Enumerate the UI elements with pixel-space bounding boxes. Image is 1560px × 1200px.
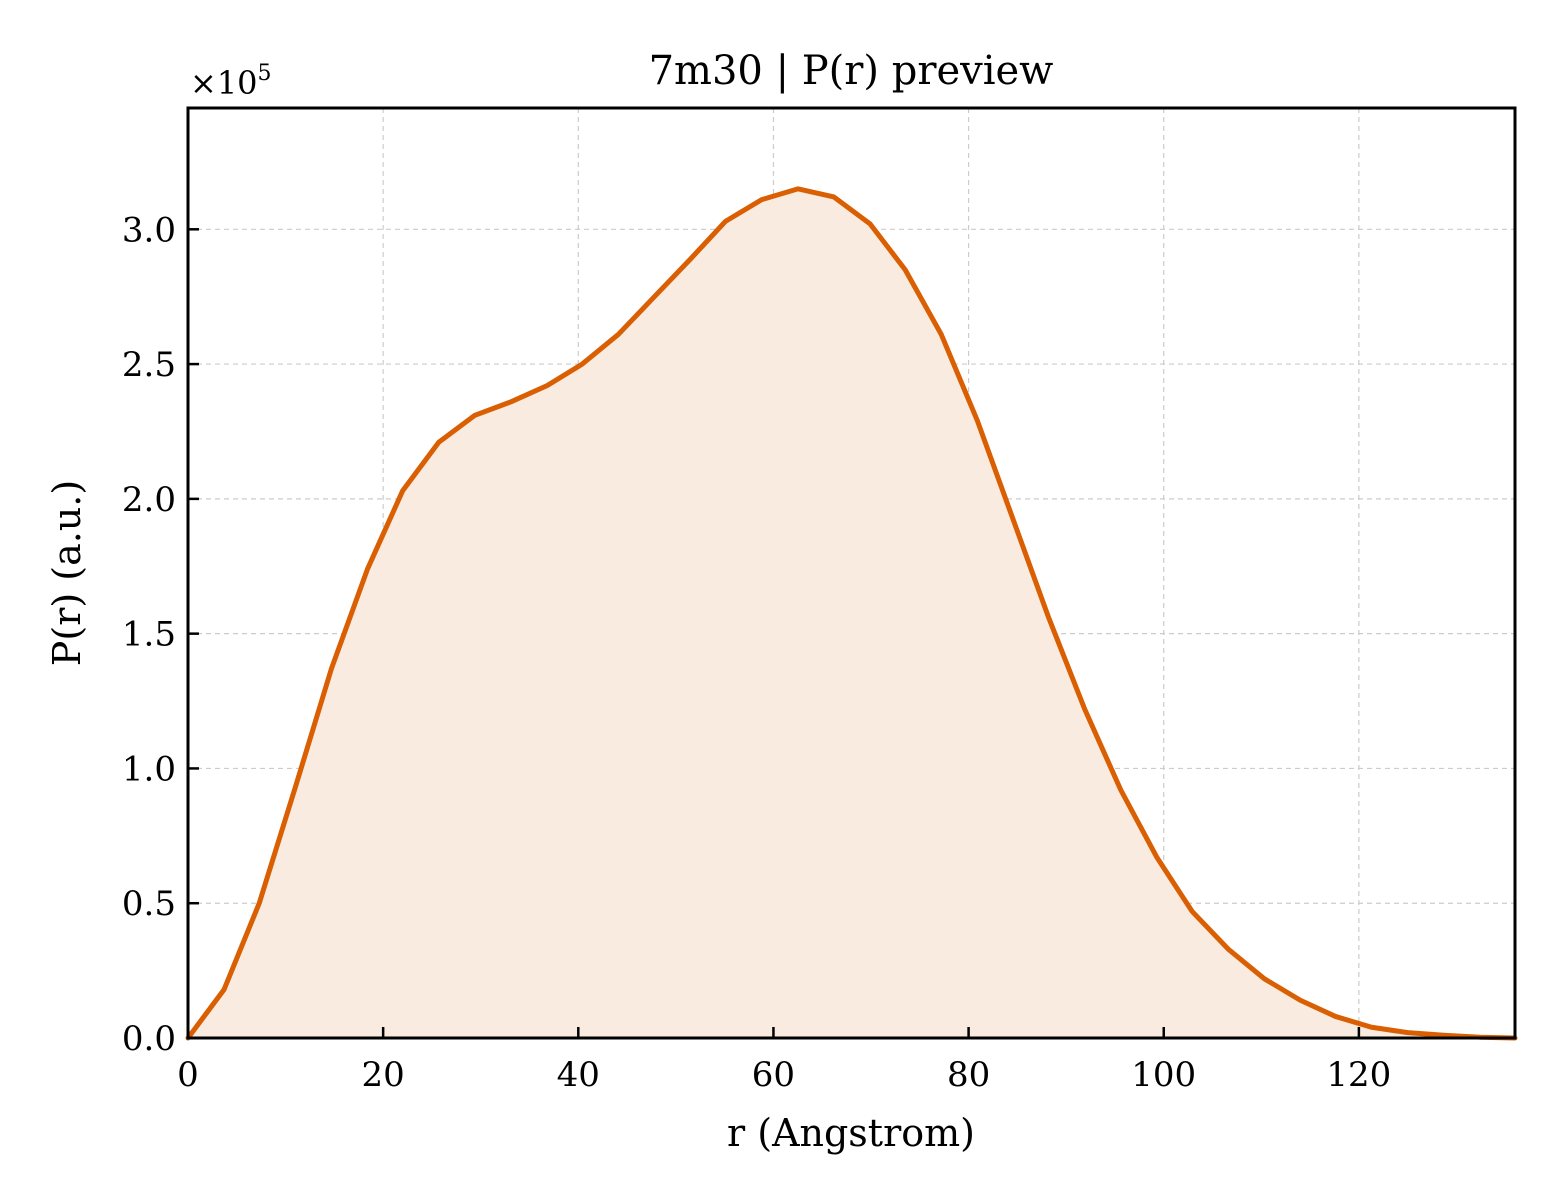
plot-frame — [186, 106, 1517, 1040]
x-axis-label: r (Angstrom) — [727, 1111, 975, 1155]
x-tick-label: 20 — [362, 1055, 405, 1095]
x-tick-label: 0 — [177, 1055, 199, 1095]
x-tick-label: 40 — [557, 1055, 600, 1095]
y-tick-label: 1.0 — [122, 749, 176, 789]
y-tick-label: 1.5 — [122, 615, 176, 655]
y-scale-multiplier-exponent: 5 — [258, 61, 272, 86]
x-tick-label: 100 — [1131, 1055, 1196, 1095]
chart-title: 7m30 | P(r) preview — [649, 48, 1054, 94]
x-tick-label: 120 — [1326, 1055, 1391, 1095]
y-axis-label: P(r) (a.u.) — [45, 480, 89, 666]
y-scale-multiplier: ×105 — [190, 61, 272, 102]
series-line — [185, 186, 1518, 1041]
y-tick-label: 0.0 — [122, 1019, 176, 1059]
x-tick-label: 60 — [752, 1055, 795, 1095]
y-tick-label: 3.0 — [122, 210, 176, 250]
y-tick-label: 0.5 — [122, 884, 176, 924]
y-scale-multiplier-base: ×10 — [190, 64, 258, 102]
y-tick-label: 2.5 — [122, 345, 176, 385]
y-tick-label: 2.0 — [122, 480, 176, 520]
area-fill — [188, 188, 1515, 1038]
x-tick-label: 80 — [947, 1055, 990, 1095]
ticks: 0 20 40 60 80 100 120 0.0 0.5 1.0 1.5 2.0 2.5 3.0 — [122, 210, 1391, 1095]
